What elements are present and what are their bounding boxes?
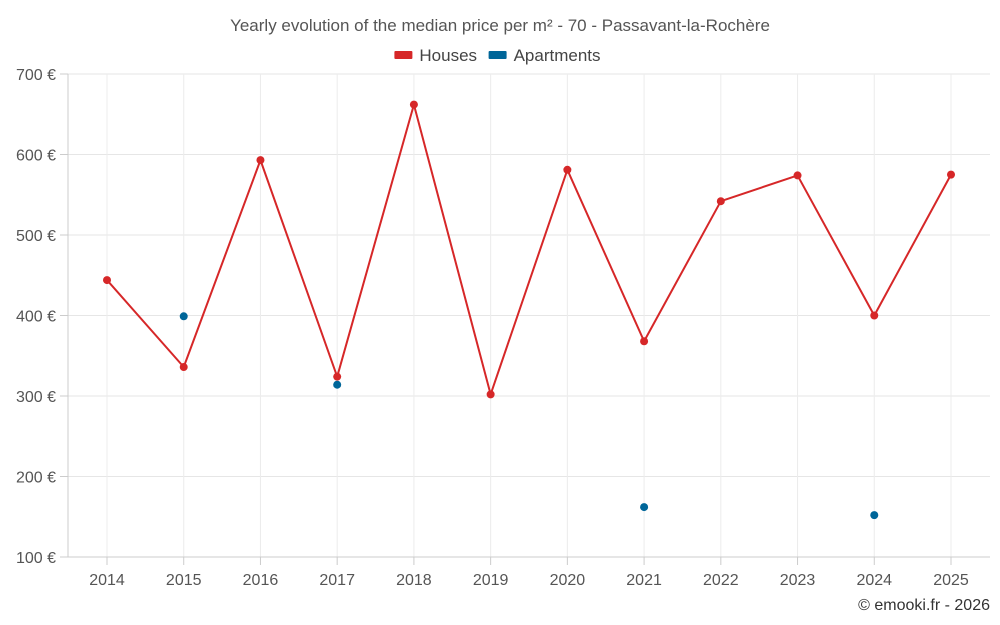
- xtick-label: 2020: [550, 572, 586, 589]
- xtick-label: 2017: [319, 572, 355, 589]
- point-houses-2017: [333, 372, 342, 381]
- legend-swatch-houses: [394, 51, 413, 59]
- ytick-label: 500 €: [16, 228, 56, 245]
- ytick-label: 100 €: [16, 550, 56, 567]
- grid: [68, 73, 990, 558]
- point-houses-2019: [486, 390, 495, 399]
- xtick-label: 2019: [473, 572, 509, 589]
- xtick-label: 2022: [703, 572, 739, 589]
- point-houses-2020: [563, 165, 572, 174]
- point-houses-2023: [793, 171, 802, 180]
- ytick-label: 700 €: [16, 67, 56, 84]
- point-houses-2015: [179, 363, 188, 372]
- xtick-label: 2024: [856, 572, 892, 589]
- legend-swatch-apartments: [488, 51, 507, 59]
- point-houses-2022: [716, 197, 725, 206]
- legend-item-houses: Houses: [394, 46, 477, 65]
- series-houses: [103, 100, 955, 399]
- xtick-label: 2014: [89, 572, 125, 589]
- chart-title: Yearly evolution of the median price per…: [230, 16, 770, 35]
- xtick-label: 2023: [780, 572, 816, 589]
- point-houses-2024: [870, 311, 879, 320]
- xtick-label: 2021: [626, 572, 662, 589]
- point-houses-2018: [409, 100, 418, 109]
- ytick-label: 600 €: [16, 148, 56, 165]
- xtick-label: 2015: [166, 572, 202, 589]
- series-group: [103, 100, 955, 520]
- xtick-label: 2018: [396, 572, 432, 589]
- series-apartments: [179, 312, 879, 520]
- legend-label-apartments: Apartments: [514, 46, 601, 65]
- ytick-label: 300 €: [16, 389, 56, 406]
- point-apartments-2021: [640, 503, 649, 512]
- ytick-label: 400 €: [16, 309, 56, 326]
- credit-text: © emooki.fr - 2026: [858, 597, 990, 614]
- point-houses-2021: [640, 337, 649, 346]
- point-houses-2016: [256, 156, 265, 165]
- axes: 100 € 200 € 300 € 400 € 500 € 600 € 700 € 2014 2…: [16, 67, 990, 589]
- point-houses-2014: [103, 276, 111, 285]
- ytick-label: 200 €: [16, 470, 56, 487]
- legend-item-apartments: Apartments: [488, 46, 601, 65]
- point-apartments-2024: [870, 511, 879, 520]
- point-houses-2025: [947, 170, 955, 179]
- series-line-houses: [106, 103, 952, 396]
- legend-label-houses: Houses: [419, 46, 477, 65]
- legend: Houses Apartments: [394, 46, 601, 65]
- xtick-label: 2016: [243, 572, 279, 589]
- point-apartments-2017: [333, 380, 342, 389]
- xtick-label: 2025: [933, 572, 969, 589]
- point-apartments-2015: [179, 312, 188, 321]
